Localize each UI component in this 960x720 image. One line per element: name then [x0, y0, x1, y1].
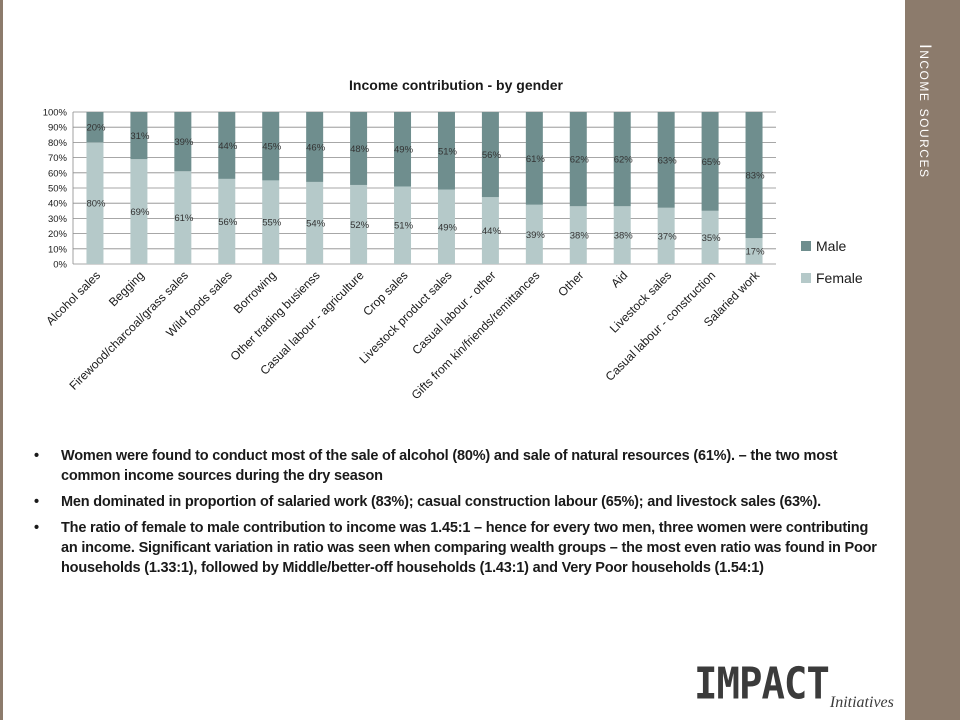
data-label-male: 45%: [262, 142, 282, 153]
bar-female: [569, 206, 587, 264]
impact-initiatives-logo: IMPACTInitiatives: [694, 659, 894, 712]
bar-female: [174, 171, 192, 264]
data-label-female: 38%: [570, 231, 590, 242]
legend-label: Female: [816, 270, 863, 286]
x-tick-label: Aid: [608, 268, 630, 290]
data-label-female: 69%: [130, 207, 150, 218]
data-label-male: 62%: [614, 155, 634, 166]
bar-male: [218, 112, 236, 179]
bar-male: [394, 112, 412, 187]
data-label-female: 35%: [702, 233, 722, 244]
findings-list: Women were found to conduct most of the …: [34, 446, 884, 584]
bar-male: [569, 112, 587, 207]
bar-female: [350, 184, 368, 264]
data-label-male: 51%: [438, 146, 458, 157]
data-label-female: 39%: [526, 230, 546, 241]
x-tick-label: Alcohol sales: [43, 268, 103, 328]
section-sidebar: Income sources: [905, 0, 960, 720]
data-label-male: 56%: [482, 150, 502, 161]
bar-male: [306, 112, 324, 182]
data-label-male: 46%: [306, 142, 326, 153]
bar-female: [394, 186, 412, 264]
x-tick-label: Casual labour - other: [409, 268, 498, 357]
data-label-female: 49%: [438, 222, 458, 233]
left-edge-rule: [0, 0, 3, 720]
data-label-female: 44%: [482, 226, 502, 237]
bar-male: [745, 112, 763, 239]
y-tick-label: 60%: [48, 168, 68, 179]
income-by-gender-chart: Income contribution - by gender 0% 10% 20% 3…: [43, 77, 863, 402]
bar-female: [218, 178, 236, 264]
bar-male: [86, 112, 104, 143]
bar-female: [481, 197, 499, 264]
bar-female: [437, 189, 455, 264]
bar-female: [306, 181, 324, 264]
finding-bullet: The ratio of female to male contribution…: [34, 518, 884, 578]
logo-wordmark: IMPACT: [694, 659, 830, 710]
data-label-female: 37%: [658, 231, 678, 242]
bar-male: [437, 112, 455, 190]
bar-female: [86, 142, 104, 264]
bar-female: [657, 207, 675, 264]
data-label-female: 61%: [174, 213, 194, 224]
data-label-female: 55%: [262, 218, 282, 229]
data-label-male: 63%: [658, 155, 678, 166]
y-tick-label: 100%: [43, 108, 68, 119]
bar-female: [701, 210, 719, 264]
bar-male: [613, 112, 631, 207]
bar-male: [701, 112, 719, 211]
y-tick-label: 80%: [48, 138, 68, 149]
data-label-male: 62%: [570, 155, 590, 166]
y-tick-label: 30%: [48, 214, 68, 225]
bar-male: [657, 112, 675, 208]
data-label-male: 20%: [86, 123, 106, 134]
bar-male: [174, 112, 192, 172]
data-label-male: 65%: [702, 157, 722, 168]
data-label-male: 49%: [394, 145, 414, 156]
x-tick-label: Other: [555, 268, 586, 299]
data-label-male: 39%: [174, 137, 194, 148]
data-label-male: 48%: [350, 144, 370, 155]
data-label-male: 44%: [218, 141, 238, 152]
bar-male: [525, 112, 543, 205]
legend-swatch: [801, 273, 811, 283]
bar-female: [525, 204, 543, 264]
finding-bullet: Men dominated in proportion of salaried …: [34, 492, 884, 512]
y-tick-label: 20%: [48, 229, 68, 240]
data-label-female: 17%: [746, 247, 766, 258]
bar-male: [262, 112, 280, 181]
bar-male: [350, 112, 368, 185]
finding-bullet: Women were found to conduct most of the …: [34, 446, 884, 486]
bar-male: [481, 112, 499, 198]
legend-label: Male: [816, 238, 847, 254]
logo-subtitle: Initiatives: [829, 694, 894, 711]
y-tick-label: 0%: [53, 260, 67, 271]
data-label-male: 83%: [746, 171, 766, 182]
y-tick-label: 10%: [48, 244, 68, 255]
data-label-female: 52%: [350, 220, 370, 231]
y-tick-label: 50%: [48, 184, 68, 195]
y-tick-label: 90%: [48, 123, 68, 134]
section-title: Income sources: [916, 44, 935, 179]
x-tick-label: Begging: [106, 268, 147, 309]
chart-title: Income contribution - by gender: [349, 77, 563, 93]
data-label-female: 56%: [218, 217, 238, 228]
bar-male: [130, 112, 148, 160]
data-label-female: 51%: [394, 221, 414, 232]
data-label-male: 61%: [526, 154, 546, 165]
data-label-female: 54%: [306, 218, 326, 229]
data-label-male: 31%: [130, 131, 150, 142]
y-tick-label: 70%: [48, 153, 68, 164]
bar-female: [613, 206, 631, 264]
y-tick-label: 40%: [48, 199, 68, 210]
data-label-female: 38%: [614, 231, 634, 242]
data-label-female: 80%: [86, 199, 106, 210]
bar-female: [745, 238, 763, 264]
bar-female: [262, 180, 280, 264]
legend-swatch: [801, 241, 811, 251]
bar-female: [130, 159, 148, 264]
